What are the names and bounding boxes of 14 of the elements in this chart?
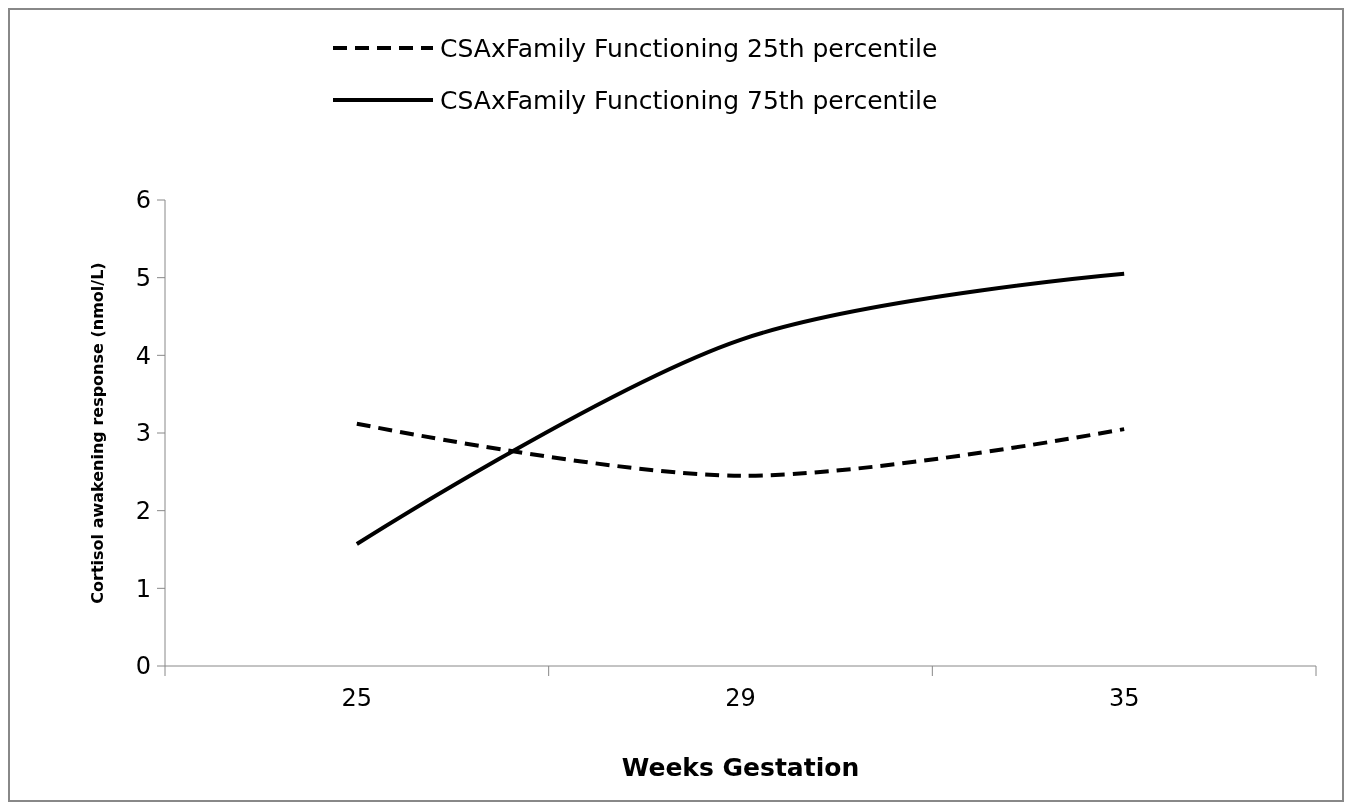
x-tick-label: 35 xyxy=(1108,684,1140,712)
y-tick-label: 4 xyxy=(135,341,151,370)
legend-label: CSAxFamily Functioning 75th percentile xyxy=(440,86,938,115)
x-tick-label: 25 xyxy=(341,684,373,712)
y-axis-title: Cortisol awakening response (nmol/L) xyxy=(88,262,107,604)
legend-label: CSAxFamily Functioning 25th percentile xyxy=(440,34,938,63)
y-tick-label: 6 xyxy=(135,186,151,215)
y-tick-label: 1 xyxy=(135,574,151,603)
y-tick-label: 5 xyxy=(135,264,151,293)
y-tick-label: 2 xyxy=(135,497,151,526)
x-tick-label: 29 xyxy=(725,684,756,712)
y-tick-label: 0 xyxy=(135,652,151,681)
x-axis-title: Weeks Gestation xyxy=(621,753,860,782)
y-tick-label: 3 xyxy=(135,419,151,448)
